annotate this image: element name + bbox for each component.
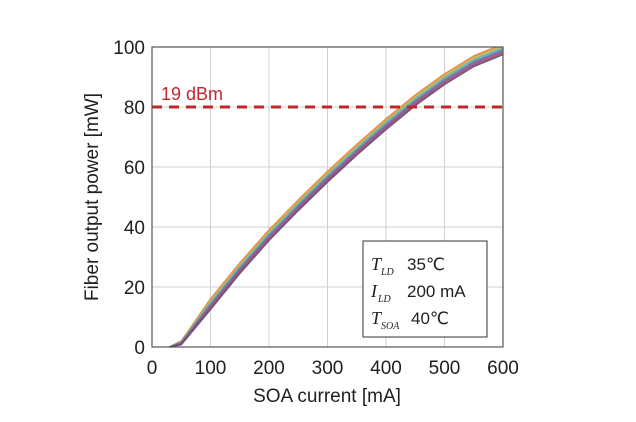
y-tick-label: 40 [124,218,145,239]
x-tick-label: 400 [370,358,402,379]
legend-symbol: T [371,308,383,328]
x-tick-labels: 0 100 200 300 400 500 600 [147,358,519,379]
series-line-trace-5 [169,49,503,347]
legend-row-ild: I LD 200 mA [370,281,466,305]
legend-subscript: SOA [381,321,400,332]
series-line-trace-6 [169,50,503,347]
series-line-trace-7 [169,52,503,347]
legend-subscript: LD [380,267,395,278]
legend-value: 40℃ [411,309,449,328]
legend-row-tld: T LD 35℃ [371,254,445,278]
series-line-trace-4 [169,47,503,347]
y-tick-labels: 0 20 40 60 80 100 [113,38,145,359]
legend-frame [362,240,488,338]
plot-frame [151,46,504,348]
x-tick-label: 100 [195,358,227,379]
x-tick-label: 300 [312,358,344,379]
y-tick-label: 100 [113,38,145,59]
y-tick-label: 20 [124,278,145,299]
y-axis-title: Fiber output power [mW] [82,93,103,301]
series-line-trace-1 [169,47,498,347]
series-group [169,47,503,347]
x-tick-label: 0 [147,358,158,379]
legend-symbol: T [371,254,383,274]
series-line-trace-2 [169,47,502,347]
y-tick-label: 0 [134,338,145,359]
legend-symbol: I [370,281,378,301]
legend-value: 35℃ [407,255,445,274]
y-tick-label: 60 [124,158,145,179]
series-line-trace-3 [169,47,503,347]
x-tick-label: 500 [429,358,461,379]
legend-row-tsoa: T SOA 40℃ [371,308,449,332]
x-axis-title: SOA current [mA] [253,386,401,407]
legend-subscript: LD [377,294,392,305]
reference-line-label: 19 dBm [161,84,223,104]
legend-box: T LD 35℃ I LD 200 mA T SOA 40℃ [362,240,488,338]
legend-value: 200 mA [407,282,466,301]
x-tick-label: 200 [253,358,285,379]
y-tick-label: 80 [124,98,145,119]
series-line-trace-8 [169,53,503,347]
x-tick-label: 600 [487,358,519,379]
